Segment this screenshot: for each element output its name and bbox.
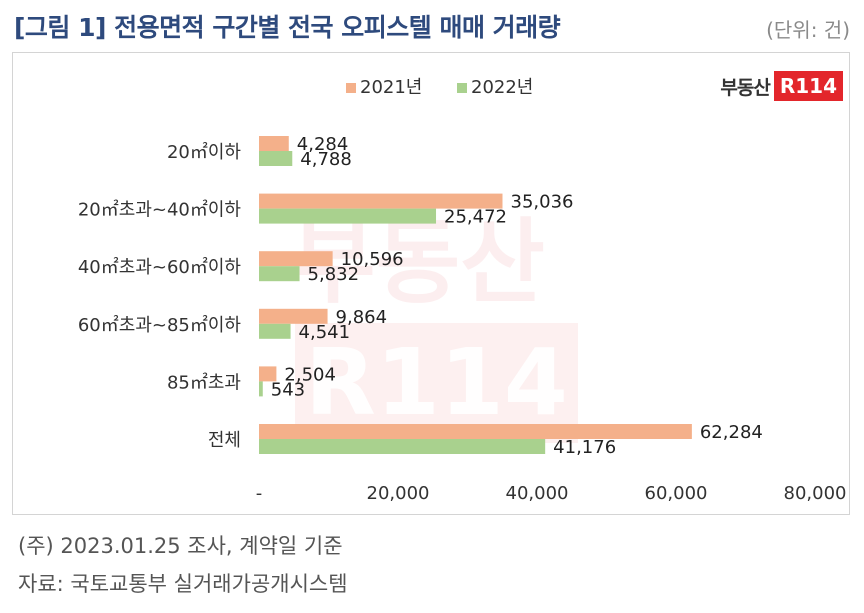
category-label: 85㎡초과: [167, 371, 241, 393]
logo-text: 부동산: [720, 76, 770, 99]
data-label: 543: [271, 379, 305, 400]
data-label: 25,472: [444, 207, 507, 228]
legend-swatch: [346, 83, 356, 93]
legend-label: 2021년: [360, 77, 422, 98]
category-label: 전체: [208, 430, 241, 451]
x-tick-label: -: [256, 483, 263, 504]
data-label: 10,596: [341, 249, 404, 270]
data-label: 9,864: [336, 307, 388, 328]
data-label: 4,788: [300, 149, 352, 170]
bar: [259, 193, 503, 209]
x-tick-label: 80,000: [784, 483, 847, 504]
logo-mark: R114: [773, 71, 843, 101]
data-label: 35,036: [511, 192, 574, 213]
legend-swatch: [457, 83, 467, 93]
survey-note: (주) 2023.01.25 조사, 계약일 기준: [18, 534, 343, 558]
category-label: 20㎡이하: [167, 141, 241, 163]
bar: [259, 136, 289, 151]
bar: [259, 366, 277, 382]
chart-title: [그림 1] 전용면적 구간별 전국 오피스텔 매매 거래량: [14, 13, 561, 42]
data-label: 2,504: [284, 364, 336, 385]
bar: [259, 424, 692, 439]
category-label: 60㎡초과~85㎡이하: [78, 314, 242, 336]
source-note: 자료: 국토교통부 실거래가공개시스템: [18, 572, 348, 596]
bar: [259, 251, 333, 267]
x-tick-label: 40,000: [506, 483, 569, 504]
bar: [259, 208, 437, 224]
data-label: 62,284: [700, 422, 763, 443]
data-label: 5,832: [308, 264, 360, 285]
bar: [259, 266, 300, 282]
x-tick-label: 20,000: [367, 483, 430, 504]
chart-area: 부동산R114 2021년 2022년 20㎡이하 4,284 4,788 20㎡초과~4…: [12, 52, 850, 515]
bar: [259, 308, 328, 324]
bar: [259, 151, 293, 166]
bar: [259, 439, 546, 454]
category-label: 20㎡초과~40㎡이하: [78, 199, 242, 221]
unit-label: (단위: 건): [766, 18, 850, 42]
bar: [259, 381, 263, 397]
data-label: 41,176: [553, 437, 616, 458]
category-label: 40㎡초과~60㎡이하: [78, 256, 242, 278]
data-label: 4,284: [297, 134, 349, 155]
data-label: 4,541: [299, 322, 351, 343]
bar: [259, 323, 291, 339]
x-tick-label: 60,000: [645, 483, 708, 504]
logo: 부동산 R114: [720, 71, 843, 101]
legend-label: 2022년: [471, 77, 533, 98]
